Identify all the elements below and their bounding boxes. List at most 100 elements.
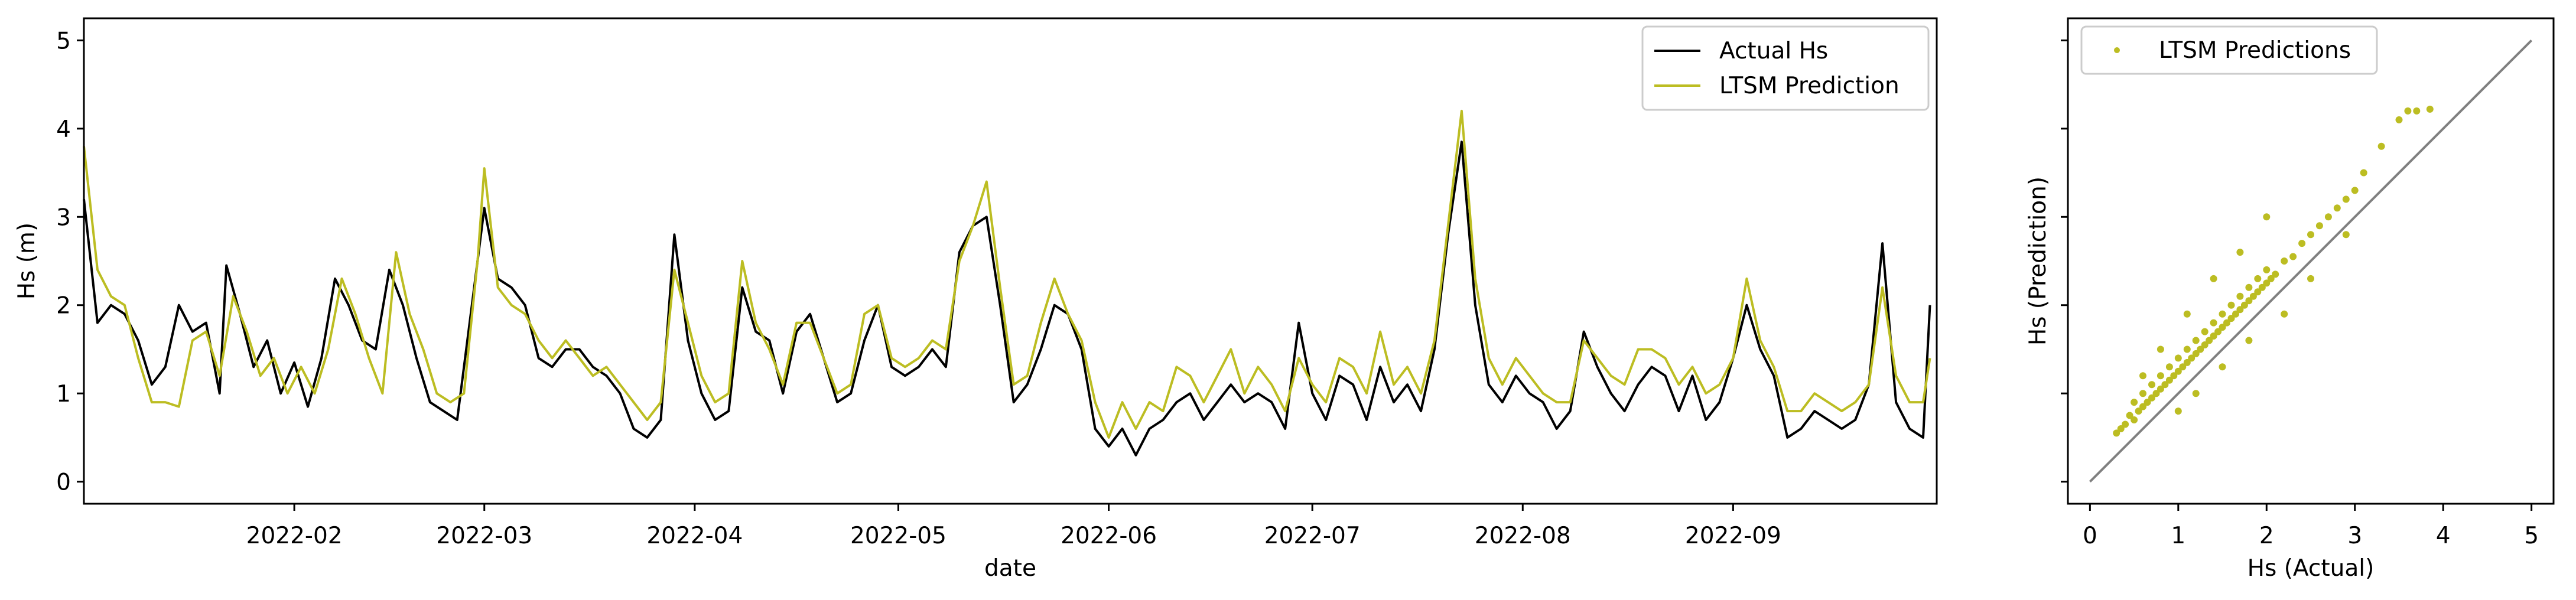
- scatter-point: [2227, 315, 2235, 322]
- scatter-point: [2183, 345, 2191, 353]
- reference-line-y-equals-x: [2089, 39, 2533, 483]
- scatter-point: [2263, 266, 2271, 273]
- scatter-point: [2183, 358, 2191, 366]
- scatter-x-axis-label: Hs (Actual): [2248, 555, 2375, 582]
- time-series-frame: [83, 17, 1938, 505]
- scatter-point: [2139, 372, 2146, 380]
- scatter-point: [2148, 394, 2155, 402]
- x-tick-label: 1: [2171, 523, 2185, 549]
- legend-label-ltsm-predictions: LTSM Predictions: [2159, 37, 2351, 64]
- scatter-point: [2170, 372, 2178, 380]
- scatter-point: [2223, 319, 2230, 327]
- scatter-point: [2263, 279, 2271, 287]
- scatter-point: [2249, 292, 2257, 300]
- scatter-point: [2263, 213, 2271, 221]
- scatter-point: [2267, 275, 2275, 282]
- scatter-point: [2131, 399, 2138, 406]
- scatter-point: [2258, 283, 2266, 291]
- x-tick-label: 2022-05: [850, 523, 947, 549]
- scatter-point: [2254, 275, 2262, 282]
- scatter-point: [2174, 367, 2182, 375]
- series-line-ltsm-prediction: [83, 109, 1931, 439]
- scatter-point: [2232, 310, 2239, 318]
- scatter-point: [2315, 222, 2323, 230]
- scatter-point: [2157, 385, 2164, 393]
- x-tick-label: 4: [2436, 523, 2451, 549]
- scatter-point: [2272, 270, 2279, 278]
- time-series-y-axis-label: Hs (m): [14, 223, 40, 299]
- legend-swatch-ltsm-predictions: [2114, 47, 2120, 53]
- scatter-point: [2135, 407, 2142, 415]
- scatter-point: [2236, 249, 2244, 256]
- scatter-point: [2324, 213, 2332, 221]
- scatter-point: [2139, 390, 2146, 397]
- scatter-point: [2360, 169, 2367, 177]
- scatter-point: [2161, 381, 2169, 389]
- scatter-point: [2210, 332, 2217, 340]
- legend-label-actual-hs: Actual Hs: [1719, 38, 1828, 64]
- scatter-point: [2342, 231, 2350, 239]
- scatter-point: [2281, 257, 2288, 265]
- y-tick-label: 1: [56, 381, 71, 407]
- scatter-point: [2245, 297, 2253, 305]
- scatter-point: [2197, 345, 2204, 353]
- scatter-point: [2377, 142, 2385, 150]
- scatter-point: [2192, 390, 2200, 397]
- scatter-point: [2157, 345, 2164, 353]
- legend-label-ltsm-prediction: LTSM Prediction: [1719, 73, 1900, 99]
- scatter-point: [2201, 328, 2209, 335]
- series-line-actual-hs: [83, 141, 1931, 456]
- scatter-point: [2206, 337, 2213, 344]
- time-series-x-axis-label: date: [984, 555, 1036, 582]
- scatter-point: [2122, 420, 2129, 428]
- time-series-panel: 2022-02 2022-03 2022-04 2022-05 2022-06 2022-…: [14, 17, 1938, 582]
- scatter-point: [2117, 425, 2125, 432]
- scatter-point: [2152, 390, 2160, 397]
- scatter-point: [2183, 310, 2191, 318]
- scatter-point: [2342, 195, 2350, 203]
- scatter-point: [2188, 354, 2196, 362]
- scatter-point: [2254, 288, 2262, 296]
- y-tick-label: 5: [56, 28, 71, 54]
- scatter-point: [2157, 372, 2164, 380]
- x-tick-label: 2022-07: [1264, 523, 1361, 549]
- scatter-point: [2351, 187, 2359, 194]
- scatter-point: [2307, 275, 2314, 282]
- x-tick-label: 2022-08: [1475, 523, 1571, 549]
- scatter-point: [2281, 310, 2288, 318]
- x-tick-label: 2022-04: [646, 523, 743, 549]
- scatter-point: [2201, 341, 2209, 348]
- scatter-point: [2148, 381, 2155, 389]
- x-tick-label: 0: [2083, 523, 2097, 549]
- y-tick-label: 2: [56, 293, 71, 319]
- scatter-point: [2236, 306, 2244, 314]
- legend-box: [1641, 25, 1930, 111]
- scatter-point: [2227, 301, 2235, 309]
- time-series-plot-area: [84, 18, 1937, 504]
- scatter-y-axis-label: Hs (Prediction): [2025, 177, 2051, 345]
- x-tick-label: 2022-03: [436, 523, 532, 549]
- scatter-point: [2174, 354, 2182, 362]
- scatter-point: [2298, 240, 2306, 247]
- time-series-legend: Actual Hs LTSM Prediction: [1641, 25, 1930, 111]
- y-tick-label: 3: [56, 204, 71, 231]
- scatter-point: [2131, 416, 2138, 423]
- scatter-point: [2219, 324, 2226, 331]
- scatter-point: [2219, 310, 2226, 318]
- y-tick-label: 0: [56, 469, 71, 496]
- x-tick-label: 2022-06: [1061, 523, 1157, 549]
- scatter-point: [2192, 350, 2200, 357]
- x-tick-label: 2022-02: [246, 523, 343, 549]
- scatter-frame: [2067, 17, 2555, 505]
- scatter-point: [2139, 403, 2146, 410]
- y-tick-label: 4: [56, 116, 71, 143]
- scatter-point: [2210, 319, 2217, 327]
- x-tick-label: 5: [2524, 523, 2539, 549]
- scatter-point: [2426, 105, 2434, 113]
- scatter-point: [2126, 412, 2133, 419]
- scatter-point: [2240, 301, 2248, 309]
- scatter-point: [2113, 429, 2120, 437]
- x-tick-label: 2: [2259, 523, 2274, 549]
- scatter-point: [2245, 337, 2253, 344]
